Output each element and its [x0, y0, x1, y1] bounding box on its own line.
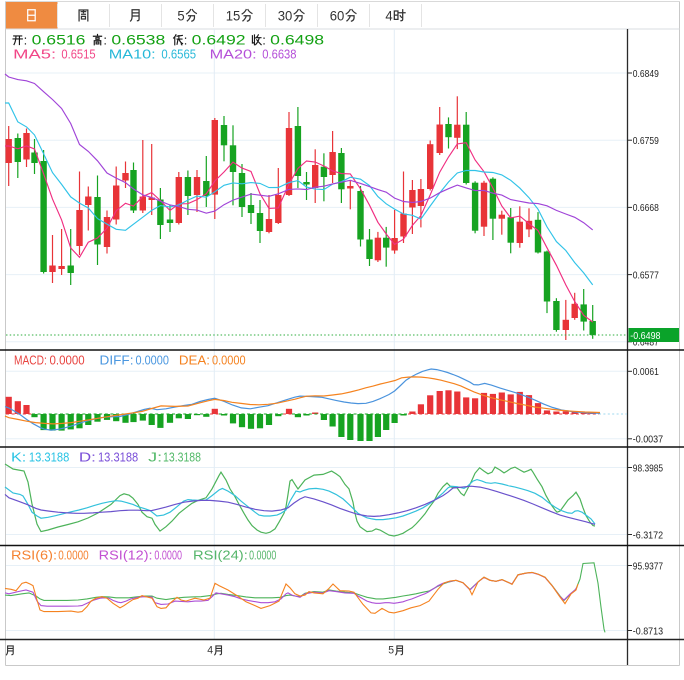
- svg-text:0.6538: 0.6538: [111, 31, 165, 47]
- svg-text:0.0000: 0.0000: [58, 548, 88, 563]
- svg-text:60: 60: [330, 9, 345, 24]
- svg-text:0.6565: 0.6565: [161, 47, 196, 62]
- svg-text:D:: D:: [79, 450, 96, 465]
- svg-text:RSI(12):: RSI(12):: [99, 548, 153, 563]
- svg-text:MACD:: MACD:: [14, 353, 47, 368]
- svg-text::: :: [103, 32, 107, 47]
- svg-text:0.0000: 0.0000: [154, 548, 182, 563]
- svg-text:RSI(6):: RSI(6):: [11, 548, 57, 563]
- svg-text:RSI(24):: RSI(24):: [193, 548, 248, 563]
- svg-text:0.6577: 0.6577: [633, 269, 659, 281]
- svg-text:5: 5: [388, 645, 394, 657]
- svg-text:-0.6498: -0.6498: [630, 330, 660, 342]
- svg-text:0.6849: 0.6849: [633, 68, 659, 80]
- svg-text:-0.8713: -0.8713: [633, 625, 663, 637]
- svg-text:0.6492: 0.6492: [192, 31, 246, 47]
- svg-text:0.0000: 0.0000: [212, 353, 246, 368]
- svg-text:0.0000: 0.0000: [136, 353, 169, 368]
- svg-text:98.3985: 98.3985: [633, 462, 663, 474]
- svg-text:0.0000: 0.0000: [50, 353, 85, 368]
- svg-text:MA20:: MA20:: [210, 47, 257, 62]
- svg-text:MA10:: MA10:: [109, 47, 156, 62]
- svg-text:4: 4: [385, 9, 393, 24]
- svg-text:0.6515: 0.6515: [61, 47, 95, 62]
- svg-text:0.6638: 0.6638: [262, 47, 296, 62]
- svg-text:K:: K:: [11, 450, 26, 465]
- svg-text:15: 15: [226, 9, 241, 24]
- svg-text:-6.3172: -6.3172: [633, 529, 663, 541]
- svg-text:DIFF:: DIFF:: [100, 353, 134, 368]
- svg-text:0.0061: 0.0061: [633, 366, 659, 378]
- svg-text:13.3188: 13.3188: [29, 450, 69, 465]
- svg-text:-0.0037: -0.0037: [633, 434, 663, 446]
- svg-text:0.6498: 0.6498: [270, 31, 324, 47]
- svg-text::: :: [262, 32, 266, 47]
- svg-text:DEA:: DEA:: [179, 353, 210, 368]
- svg-text::: :: [24, 32, 28, 47]
- svg-text:30: 30: [278, 9, 293, 24]
- svg-text::: :: [184, 32, 188, 47]
- svg-text:13.3188: 13.3188: [163, 450, 201, 465]
- svg-text:5: 5: [177, 9, 184, 24]
- svg-text:0.6759: 0.6759: [633, 135, 659, 147]
- svg-text:MA5:: MA5:: [13, 47, 56, 62]
- svg-text:95.9377: 95.9377: [633, 560, 663, 572]
- svg-text:13.3188: 13.3188: [98, 450, 138, 465]
- svg-text:0.6516: 0.6516: [32, 31, 86, 47]
- svg-text:J:: J:: [148, 450, 162, 465]
- svg-text:0.6668: 0.6668: [633, 202, 659, 214]
- svg-text:0.0000: 0.0000: [249, 548, 276, 563]
- svg-text:4: 4: [207, 645, 213, 657]
